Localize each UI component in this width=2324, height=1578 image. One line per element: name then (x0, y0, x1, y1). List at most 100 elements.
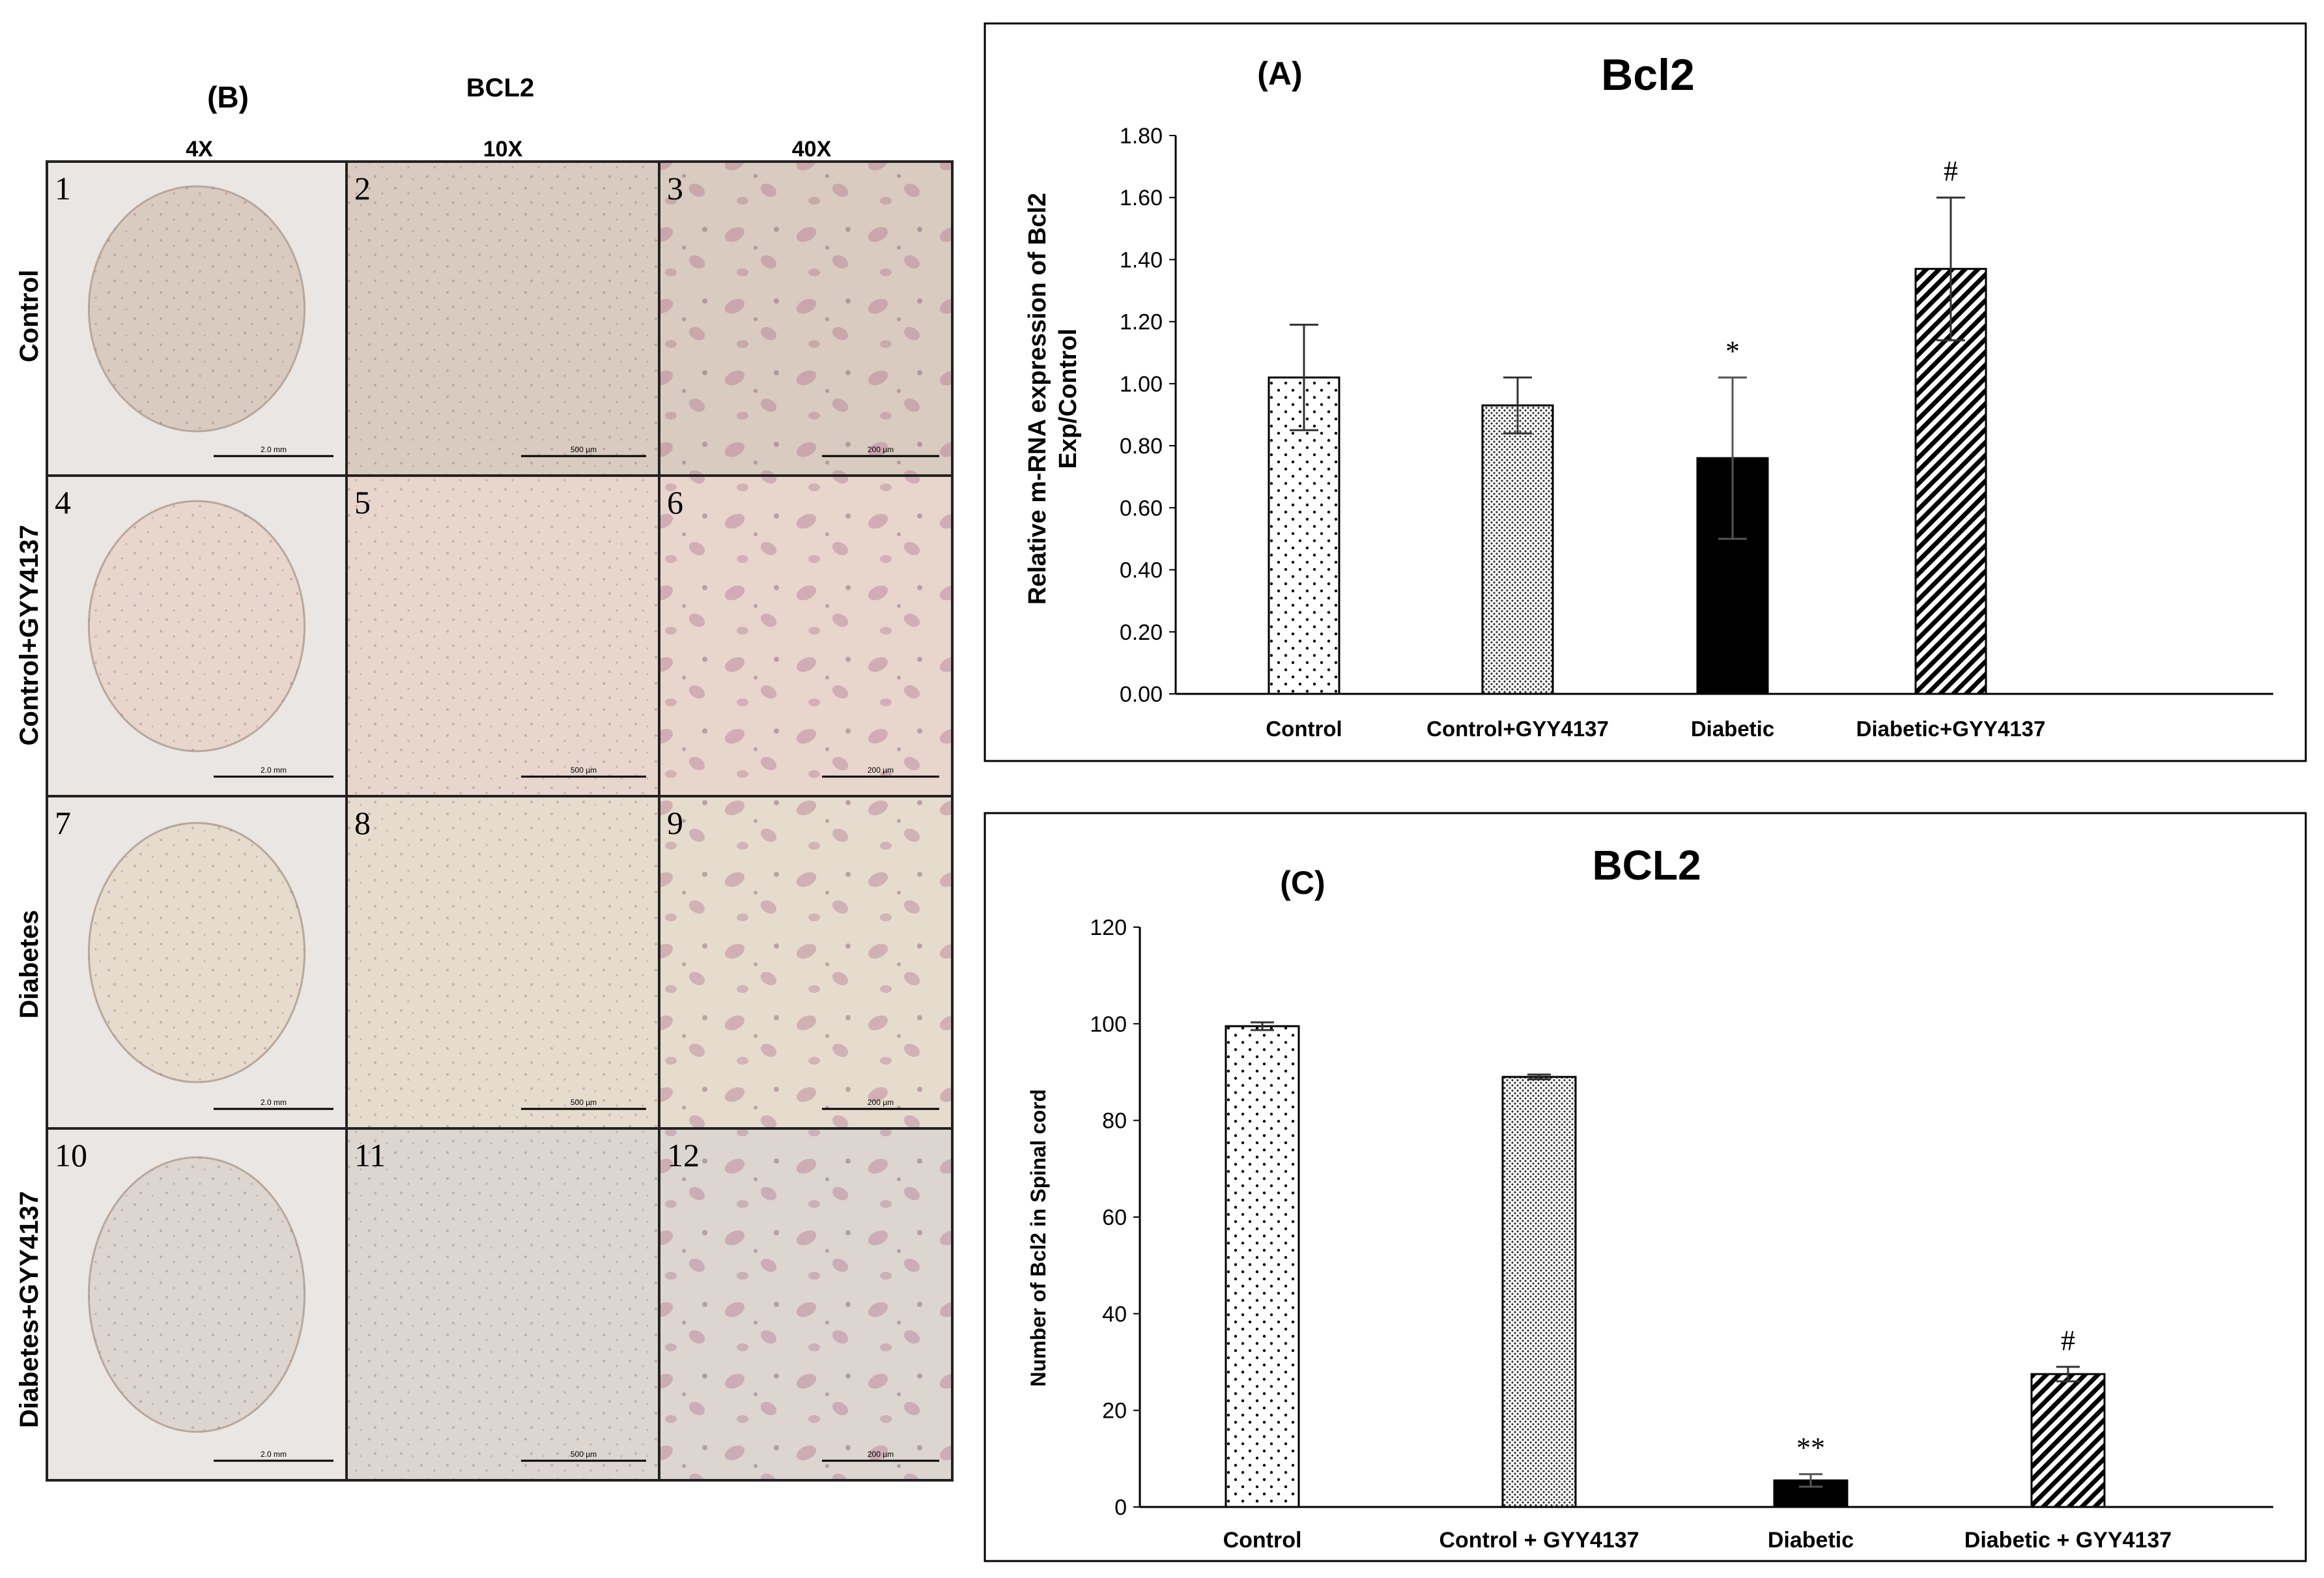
stain-label: BCL2 (466, 74, 534, 102)
scale-bar-label: 500 µm (571, 1450, 597, 1459)
micrograph-number: 7 (55, 805, 71, 841)
category-label: Control (1223, 1528, 1302, 1553)
bar (1225, 1025, 1300, 1508)
micrograph-cell: 4 2.0 mm (46, 474, 348, 797)
micrograph-texture (659, 796, 952, 1128)
category-label: Diabetic (1768, 1528, 1854, 1553)
category-label: Control+GYY4137 (1426, 717, 1609, 741)
chart-c-ylabel: Number of Bcl2 in Spinal cord (1027, 1089, 1050, 1387)
micrograph-cell: 10 2.0 mm (46, 1127, 348, 1482)
y-tick-label: 1.40 (1120, 248, 1163, 272)
scale-bar-label: 2.0 mm (261, 766, 287, 775)
row-label-diabetes-gyy4137: Diabetes+GYY4137 (15, 1191, 44, 1428)
scale-bar-label: 200 µm (868, 766, 894, 775)
micrograph-texture (347, 162, 659, 476)
chart-a-title: Bcl2 (1601, 50, 1695, 100)
spinal-cord-texture (89, 1157, 305, 1432)
chart-a-panel-label: (A) (1257, 55, 1302, 92)
y-tick-label: 120 (1090, 915, 1127, 940)
micrograph-number: 11 (354, 1137, 386, 1173)
micrograph-number: 3 (667, 170, 683, 207)
micrograph-cell: 3 200 µm (658, 160, 954, 477)
panel-b-label: (B) (207, 80, 249, 114)
micrograph-cell: 5 500 µm (345, 474, 660, 797)
magnification-label-10x: 10X (483, 137, 523, 162)
bar (1501, 1076, 1577, 1508)
y-tick-label: 0.20 (1120, 620, 1163, 645)
y-tick-label: 1.60 (1120, 186, 1163, 210)
scale-bar-label: 500 µm (571, 1098, 597, 1107)
chart-c-title: BCL2 (1592, 842, 1701, 889)
micrograph-grid: 1 2.0 mm 2 500 µm 3 200 µm 4 2.0 mm 5 500 µm 6 200 … (46, 160, 954, 1482)
scale-bar-label: 200 µm (868, 1098, 894, 1107)
micrograph-number: 6 (667, 484, 683, 521)
bar (1481, 404, 1554, 695)
micrograph-number: 4 (55, 484, 71, 521)
spinal-cord-texture (89, 823, 305, 1082)
micrograph-texture (659, 162, 952, 476)
micrograph-number: 8 (354, 805, 371, 841)
micrograph-texture (659, 1128, 952, 1480)
category-label: Control + GYY4137 (1439, 1528, 1639, 1553)
bar (2030, 1373, 2106, 1508)
chart-c-panel-label: (C) (1280, 865, 1325, 901)
y-tick-label: 0 (1114, 1495, 1127, 1520)
scale-bar-label: 2.0 mm (261, 1098, 287, 1107)
magnification-label-40x: 40X (792, 137, 832, 162)
spinal-cord-texture (89, 186, 305, 431)
micrograph-number: 10 (55, 1137, 87, 1173)
y-tick-label: 0.00 (1120, 682, 1163, 707)
chart-a-ylabel-2: Exp/Control (1055, 328, 1082, 468)
y-tick-label: 80 (1102, 1109, 1127, 1134)
y-tick-label: 0.80 (1120, 434, 1163, 459)
micrograph-texture (347, 1128, 659, 1480)
micrograph-border (658, 1127, 954, 1482)
significance-marker: # (2061, 1325, 2075, 1356)
scale-bar-label: 200 µm (868, 1450, 894, 1459)
micrograph-cell: 8 500 µm (345, 795, 660, 1130)
magnification-label-4x: 4X (186, 137, 213, 162)
significance-marker: ** (1796, 1432, 1825, 1464)
micrograph-number: 9 (667, 805, 683, 841)
scale-bar-label: 2.0 mm (261, 445, 287, 454)
micrograph-cell: 6 200 µm (658, 474, 954, 797)
row-label-diabetes: Diabetes (15, 910, 44, 1019)
y-tick-label: 1.80 (1120, 124, 1163, 149)
micrograph-cell: 2 500 µm (345, 160, 660, 477)
category-label: Diabetic+GYY4137 (1856, 717, 2046, 741)
y-tick-label: 1.00 (1120, 372, 1163, 397)
row-label-control-gyy4137: Control+GYY4137 (15, 524, 44, 745)
micrograph-cell: 7 2.0 mm (46, 795, 348, 1130)
category-label: Diabetic + GYY4137 (1964, 1528, 2172, 1553)
chart-c-plot: 0 20 40 60 80 100 120 Control Control + GYY4137 *… (1090, 915, 2273, 1553)
micrograph-number: 12 (667, 1137, 700, 1173)
chart-c-frame (984, 812, 2307, 1562)
y-tick-label: 60 (1102, 1205, 1127, 1230)
chart-c: (C) BCL2 Number of Bcl2 in Spinal cord 0… (984, 812, 2307, 1562)
chart-a: (A) Bcl2 Relative m-RNA expression of Bc… (984, 22, 2307, 762)
micrograph-cell: 9 200 µm (658, 795, 954, 1130)
scale-bar-label: 500 µm (571, 445, 597, 454)
chart-a-frame (984, 22, 2307, 762)
category-label: Control (1266, 717, 1342, 741)
y-tick-label: 40 (1102, 1302, 1127, 1327)
micrograph-number: 5 (354, 484, 371, 521)
micrograph-cell: 11 500 µm (345, 1127, 660, 1482)
y-tick-label: 1.20 (1120, 310, 1163, 335)
y-tick-label: 100 (1090, 1012, 1127, 1037)
micrograph-texture (347, 796, 659, 1128)
y-tick-label: 20 (1102, 1399, 1127, 1424)
micrograph-number: 1 (55, 170, 71, 207)
micrograph-cell: 12 200 µm (658, 1127, 954, 1482)
micrograph-texture (347, 476, 659, 796)
y-tick-label: 0.40 (1120, 558, 1163, 583)
category-label: Diabetic (1691, 717, 1774, 741)
micrograph-number: 2 (354, 170, 371, 207)
micrograph-panel: (B) BCL2 4X 10X 40X 1 2.0 mm 2 500 µm 3 200 µ… (15, 74, 954, 1482)
y-tick-label: 0.60 (1120, 496, 1163, 521)
scale-bar-label: 500 µm (571, 766, 597, 775)
row-label-control: Control (15, 270, 44, 362)
significance-marker: # (1944, 155, 1958, 187)
chart-a-ylabel: Relative m-RNA expression of Bcl2 (1024, 193, 1051, 605)
